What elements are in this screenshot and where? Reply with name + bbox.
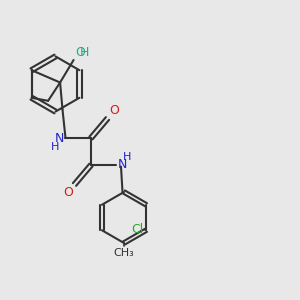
Text: H: H xyxy=(123,152,131,162)
Text: H: H xyxy=(80,46,90,59)
Text: O: O xyxy=(109,104,119,117)
Text: N: N xyxy=(118,158,128,172)
Text: N: N xyxy=(55,131,64,145)
Text: O: O xyxy=(63,186,73,199)
Text: CH₃: CH₃ xyxy=(114,248,134,257)
Text: Cl: Cl xyxy=(131,223,144,236)
Text: O: O xyxy=(75,46,85,59)
Text: H: H xyxy=(50,142,59,152)
